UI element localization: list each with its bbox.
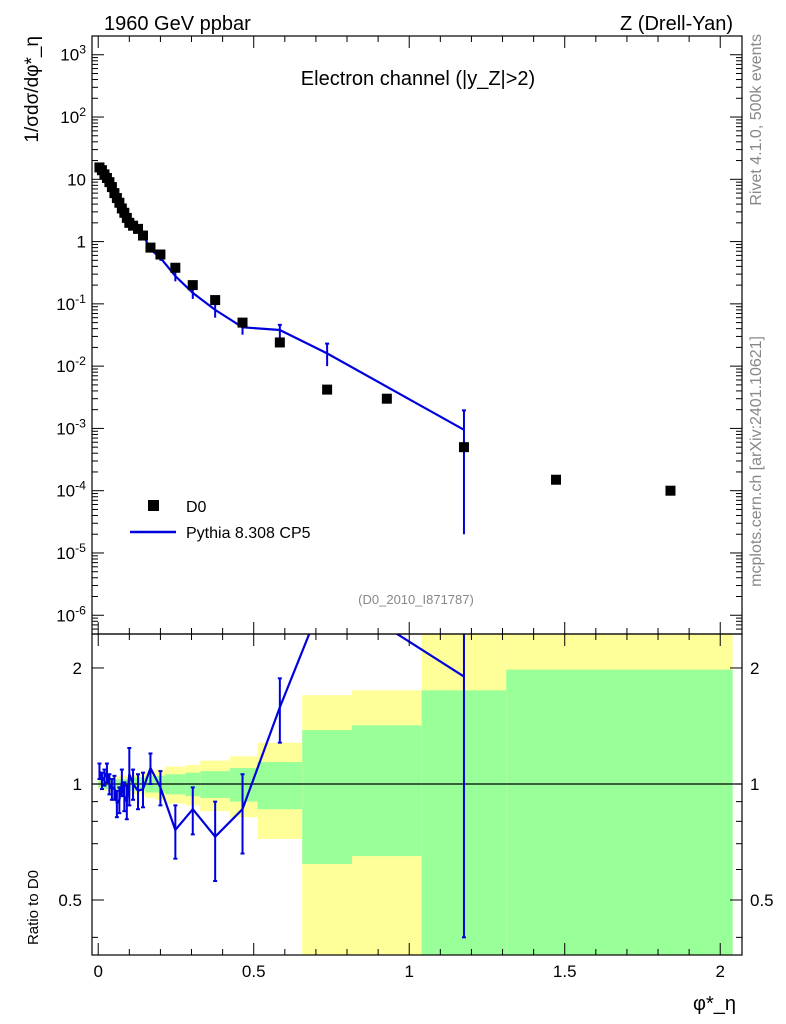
top-y-tick-label: 10-3 — [56, 416, 86, 438]
d0-data-point — [274, 337, 285, 348]
legend-d0-label: D0 — [186, 499, 207, 516]
top-panel-frame — [91, 35, 743, 635]
inner-band-bin — [506, 669, 733, 955]
d0-data-point — [138, 230, 149, 241]
ratio-bands — [98, 634, 733, 955]
ratio-y-tick-label: 2 — [73, 659, 82, 678]
mc-prediction-line — [98, 165, 465, 431]
ratio-y-tick-label-right: 2 — [750, 659, 759, 678]
header-right: Z (Drell-Yan) — [620, 13, 733, 35]
d0-data-point — [237, 317, 248, 328]
top-y-tick-label: 1 — [77, 233, 86, 252]
ratio-y-tick-label: 0.5 — [58, 891, 82, 910]
d0-data-point — [114, 197, 125, 208]
legend: D0 Pythia 8.308 CP5 — [130, 499, 311, 542]
x-tick-label: 2 — [715, 962, 724, 981]
d0-data-point — [458, 442, 469, 453]
d0-data-point — [551, 474, 562, 485]
analysis-annotation: (D0_2010_I871787) — [358, 592, 474, 607]
ratio-y-tick-label-right: 1 — [750, 775, 759, 794]
inner-band-bin — [257, 762, 303, 810]
d0-data-point — [145, 242, 156, 253]
legend-d0-marker — [148, 500, 159, 511]
ratio-y-axis-label: Ratio to D0 — [25, 870, 42, 945]
inner-band-bin — [302, 730, 352, 865]
ratio-y-tick-label: 1 — [73, 775, 82, 794]
x-tick-label: 0.5 — [242, 962, 266, 981]
top-y-tick-label: 10-1 — [56, 292, 86, 314]
x-axis-label: φ*_η — [693, 993, 736, 1015]
top-y-tick-label: 10-6 — [56, 603, 86, 625]
inner-band-bin — [230, 768, 258, 802]
top-y-tick-label: 10-4 — [56, 479, 86, 501]
inner-band-bin — [352, 725, 422, 857]
ratio-series — [97, 634, 466, 939]
rivet-label: Rivet 4.1.0, 500k events — [748, 34, 765, 206]
d0-data-point — [665, 485, 676, 496]
ratio-y-tick-label-right: 0.5 — [750, 891, 774, 910]
top-y-tick-label: 10 — [67, 170, 86, 189]
d0-data-point — [322, 384, 333, 395]
d0-data-point — [187, 280, 198, 291]
mcplots-label: mcplots.cern.ch [arXiv:2401.10621] — [748, 336, 765, 587]
d0-data-point — [210, 295, 221, 306]
top-series — [94, 162, 676, 535]
top-y-tick-label: 10-2 — [56, 354, 86, 376]
d0-data-point — [133, 223, 144, 234]
d0-data-point — [155, 249, 166, 260]
panel-title: Electron channel (|y_Z|>2) — [301, 68, 535, 90]
x-tick-label: 1 — [404, 962, 413, 981]
ratio-panel-layer — [92, 634, 742, 955]
d0-data-point — [381, 393, 392, 404]
top-y-tick-label: 102 — [60, 105, 86, 127]
legend-pythia-label: Pythia 8.308 CP5 — [186, 525, 311, 542]
ratio-panel-frame — [91, 633, 743, 956]
top-panel-layer — [94, 162, 676, 535]
x-tick-label: 1.5 — [553, 962, 577, 981]
top-y-tick-label: 103 — [60, 43, 86, 65]
d0-data-point — [106, 182, 117, 193]
top-y-tick-label: 10-5 — [56, 541, 86, 563]
d0-data-point — [119, 207, 130, 218]
header-left: 1960 GeV ppbar — [104, 13, 251, 35]
x-tick-label: 0 — [93, 962, 102, 981]
d0-data-point — [170, 262, 181, 273]
top-y-axis-label: 1/σdσ/dφ*_η — [22, 36, 43, 143]
